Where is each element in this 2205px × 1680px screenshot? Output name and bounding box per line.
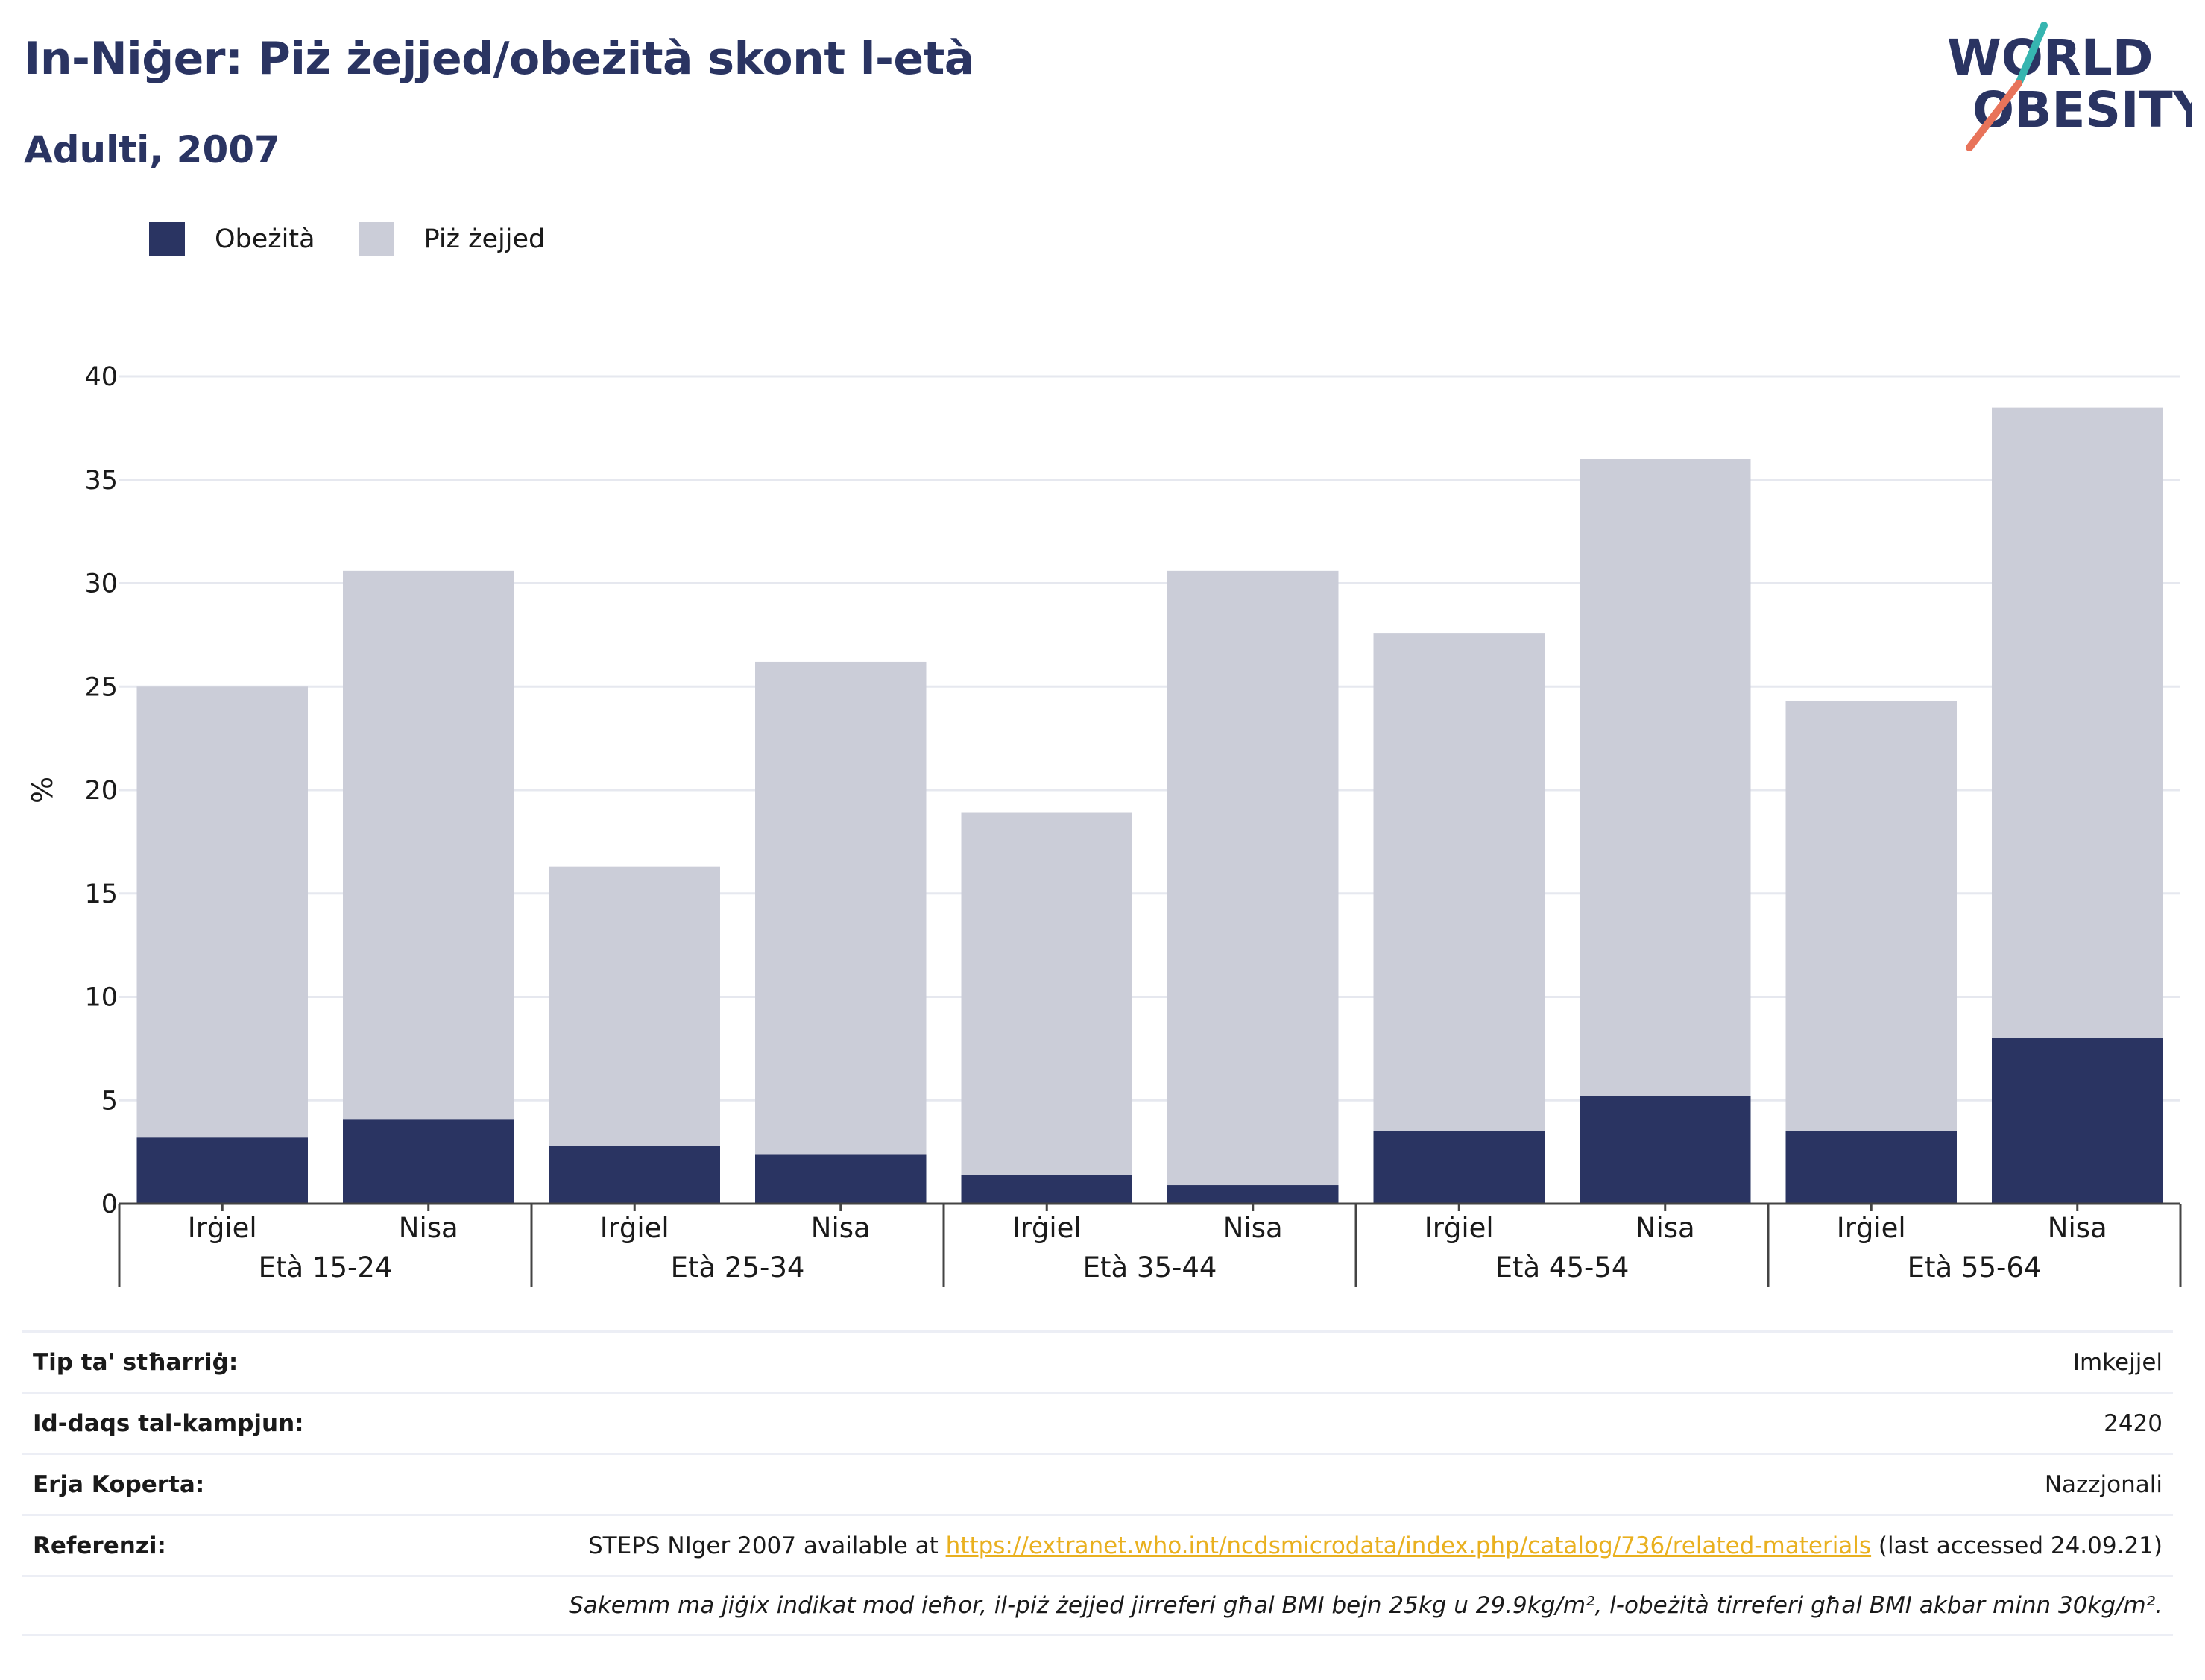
info-label-reference: Referenzi: bbox=[33, 1532, 166, 1559]
world-obesity-logo: WORLD OBESITY bbox=[1947, 22, 2192, 151]
bar-overweight bbox=[1785, 701, 1957, 1131]
info-row-sample-size: Id-daqs tal-kampjun: 2420 bbox=[22, 1392, 2173, 1453]
legend-label-overweight: Piż żejjed bbox=[423, 224, 546, 254]
bar-overweight bbox=[343, 570, 514, 1120]
bar-overweight bbox=[549, 866, 720, 1146]
x-tick-label-sex: Irġiel bbox=[1837, 1212, 1906, 1244]
legend-item-overweight[interactable]: Piż żejjed bbox=[358, 222, 546, 256]
logo-slash-teal bbox=[2015, 22, 2048, 87]
logo-word-obesity: OBESITY bbox=[1972, 81, 2192, 139]
legend-item-obesity[interactable]: Obeżità bbox=[149, 222, 315, 256]
x-tick-label-sex: Nisa bbox=[811, 1212, 871, 1244]
legend-swatch-obesity bbox=[149, 222, 185, 256]
x-group-label: Età 25-34 bbox=[671, 1251, 805, 1283]
x-tick-label-sex: Irġiel bbox=[1012, 1212, 1082, 1244]
bar-obesity bbox=[136, 1137, 308, 1204]
x-tick-label-sex: Nisa bbox=[1223, 1212, 1283, 1244]
survey-info-table: Tip ta' stħarriġ: Imkejjel Id-daqs tal-k… bbox=[22, 1330, 2173, 1636]
y-tick-label: 40 bbox=[84, 362, 118, 392]
logo-word-world: WORLD bbox=[1947, 29, 2154, 86]
reference-suffix: (last accessed 24.09.21) bbox=[1871, 1532, 2163, 1559]
x-group-label: Età 55-64 bbox=[1908, 1251, 2042, 1283]
info-value-sample-size: 2420 bbox=[2104, 1409, 2163, 1437]
bar-obesity bbox=[1580, 1096, 1751, 1204]
y-tick-label: 0 bbox=[101, 1190, 118, 1219]
chart-legend: Obeżità Piż żejjed bbox=[149, 222, 588, 256]
info-row-area-covered: Erja Koperta: Nazzjonali bbox=[22, 1453, 2173, 1514]
info-value-survey-type: Imkejjel bbox=[2072, 1348, 2163, 1376]
reference-prefix: STEPS NIger 2007 available at bbox=[588, 1532, 946, 1559]
bar-obesity bbox=[343, 1119, 514, 1204]
y-tick-label: 10 bbox=[84, 983, 118, 1013]
chart-title: In-Niġer: Piż żejjed/obeżità skont l-età bbox=[24, 33, 974, 85]
x-group-label: Età 45-54 bbox=[1495, 1251, 1630, 1283]
x-tick-label-sex: Nisa bbox=[2048, 1212, 2107, 1244]
x-tick-label-sex: Nisa bbox=[1635, 1212, 1695, 1244]
y-tick-label: 15 bbox=[84, 880, 118, 909]
bar-overweight bbox=[1373, 633, 1545, 1131]
info-label-survey-type: Tip ta' stħarriġ: bbox=[33, 1348, 239, 1376]
x-tick-label-sex: Irġiel bbox=[600, 1212, 669, 1244]
y-tick-label: 30 bbox=[84, 569, 118, 599]
reference-link[interactable]: https://extranet.who.int/ncdsmicrodata/i… bbox=[945, 1532, 1872, 1559]
bar-obesity bbox=[755, 1154, 927, 1204]
info-row-survey-type: Tip ta' stħarriġ: Imkejjel bbox=[22, 1330, 2173, 1392]
bar-obesity bbox=[1785, 1131, 1957, 1204]
info-value-area-covered: Nazzjonali bbox=[2044, 1471, 2163, 1498]
definition-note: Sakemm ma jiġix indikat mod ieħor, il-pi… bbox=[569, 1592, 2163, 1619]
bar-obesity bbox=[1167, 1185, 1339, 1204]
logo-slash-coral bbox=[1966, 80, 2022, 151]
bar-obesity bbox=[1992, 1038, 2163, 1204]
y-tick-label: 20 bbox=[84, 776, 118, 806]
info-value-reference: STEPS NIger 2007 available at https://ex… bbox=[588, 1532, 2163, 1559]
info-row-reference: Referenzi: STEPS NIger 2007 available at… bbox=[22, 1514, 2173, 1575]
bar-obesity bbox=[1373, 1131, 1545, 1204]
chart-subtitle: Adulti, 2007 bbox=[24, 128, 280, 171]
x-tick-label-sex: Irġiel bbox=[188, 1212, 257, 1244]
bar-overweight bbox=[1580, 459, 1751, 1096]
bar-overweight bbox=[1167, 570, 1339, 1186]
x-group-label: Età 35-44 bbox=[1083, 1251, 1217, 1283]
bar-obesity bbox=[549, 1146, 720, 1204]
bar-overweight bbox=[1992, 407, 2163, 1038]
y-tick-label: 5 bbox=[101, 1086, 118, 1116]
x-tick-label-sex: Irġiel bbox=[1425, 1212, 1494, 1244]
info-row-note: Sakemm ma jiġix indikat mod ieħor, il-pi… bbox=[22, 1575, 2173, 1636]
info-label-area-covered: Erja Koperta: bbox=[33, 1471, 205, 1498]
bar-obesity bbox=[961, 1175, 1132, 1204]
bar-overweight bbox=[961, 812, 1132, 1175]
y-axis-label: % bbox=[26, 777, 59, 803]
x-group-label: Età 15-24 bbox=[259, 1251, 393, 1283]
bar-overweight bbox=[136, 686, 308, 1138]
y-tick-label: 35 bbox=[84, 466, 118, 496]
bar-overweight bbox=[755, 661, 927, 1155]
x-tick-label-sex: Nisa bbox=[399, 1212, 458, 1244]
info-label-sample-size: Id-daqs tal-kampjun: bbox=[33, 1409, 304, 1437]
y-tick-label: 25 bbox=[84, 672, 118, 702]
legend-label-obesity: Obeżità bbox=[215, 224, 315, 254]
legend-swatch-overweight bbox=[358, 222, 394, 256]
